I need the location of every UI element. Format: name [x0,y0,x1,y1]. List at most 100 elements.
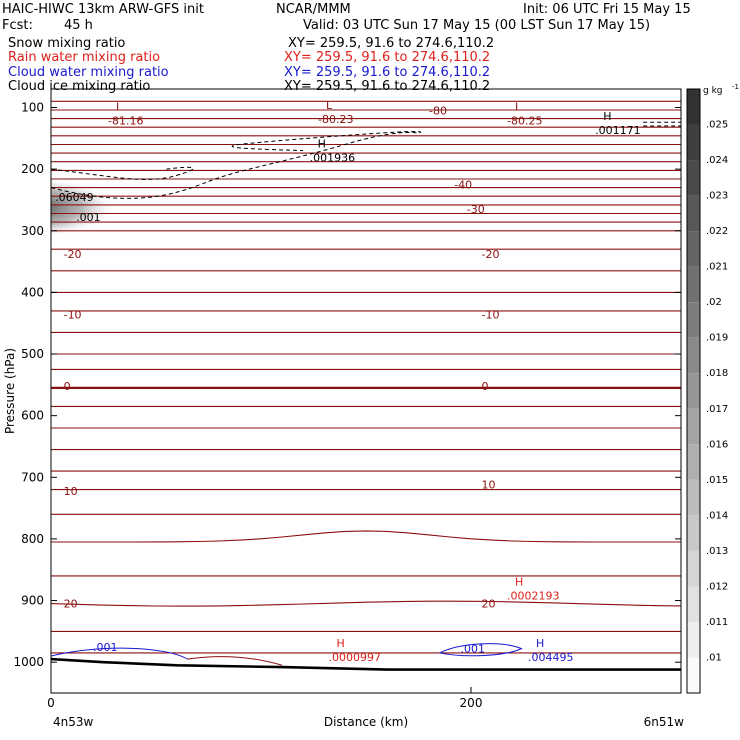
y-tick-label: 1000 [13,655,44,669]
mixing-ratio-contours [51,121,681,666]
header-init: Init: 06 UTC Fri 15 May 15 [523,2,691,17]
extremum-mark-l: L [326,99,333,112]
temperature-contour [51,600,681,607]
colorbar-tick-label: .02 [706,297,722,308]
temperature-label: -10 [64,309,82,322]
colorbar-unit: g kg [703,86,723,96]
x-tick-label: 0 [47,696,55,710]
header-org: NCAR/MMM [276,2,351,17]
contour-value-label: .001 [93,641,118,654]
colorbar-swatch [687,408,700,445]
x-endpoint-right: 6n51w [644,715,685,729]
colorbar-swatch [687,550,700,587]
x-axis-title: Distance (km) [324,715,408,729]
y-tick-label: 200 [21,162,44,176]
header-fcst-label: Fcst: [2,18,33,33]
extremum-value: .001936 [310,152,356,165]
temperature-label: -80 [429,105,447,118]
colorbar-swatch [687,586,700,622]
colorbar-swatch [687,266,700,303]
y-tick-label: 100 [21,100,44,114]
colorbar-tick-label: .017 [706,404,728,415]
plot-frame [50,88,682,694]
terrain-profile [50,657,681,671]
extremum-value: -80.25 [507,115,542,128]
extremum-value: -80.23 [318,113,353,126]
y-tick-label: 500 [21,347,44,361]
x-endpoint-left: 4n53w [53,715,94,729]
colorbar-tick-label: .015 [706,475,728,486]
colorbar-unit-exp: -1 [732,83,739,91]
extremum-mark-h: H [603,110,611,123]
colorbar-tick-label: .025 [706,120,728,131]
field-xy-cloud-ice: XY= 259.5, 91.6 to 274.6,110.2 [284,79,491,94]
field-name-cloud-ice: Cloud ice mixing ratio [8,79,151,94]
colorbar-tick-label: .01 [706,652,722,663]
cloud-water-contour [51,647,188,660]
field-xy-rain: XY= 259.5, 91.6 to 274.6,110.2 [284,50,491,65]
extremum-mark-h: H [536,637,544,650]
terrain-line [50,657,681,671]
y-tick-label: 800 [21,532,44,546]
colorbar-tick-label: .018 [706,368,728,379]
temperature-label: -40 [454,179,472,192]
ice-max-shading [51,181,126,234]
header-title: HAIC-HIWC 13km ARW-GFS init [2,2,204,17]
colorbar-tick-label: .019 [706,333,728,344]
snow-contour [51,131,422,199]
contour-value-label: .001 [76,211,101,224]
y-axis-title: Pressure (hPa) [3,348,17,434]
colorbar-swatch [687,337,700,374]
field-name-snow: Snow mixing ratio [8,36,126,51]
field-name-cloud-water: Cloud water mixing ratio [8,65,169,80]
x-tick-label: 200 [460,696,483,710]
temperature-label: -20 [64,248,82,261]
header-fcst-value: 45 h [64,18,93,33]
colorbar-swatch [687,302,700,338]
temperature-label: -30 [467,203,485,216]
temperature-label: 20 [64,598,78,611]
y-tick-label: 700 [21,470,44,484]
field-xy-snow: XY= 259.5, 91.6 to 274.6,110.2 [288,36,495,51]
extremum-value: -81.16 [108,115,143,128]
colorbar-tick-label: .022 [706,226,728,237]
colorbar-swatch [687,515,700,551]
colorbar-swatch [687,124,700,161]
extremum-mark-h: H [515,575,523,588]
ice-shading [51,181,126,234]
contour-value-label: .001 [461,643,486,656]
colorbar-tick-label: .021 [706,262,728,273]
temperature-label: -10 [482,309,500,322]
colorbar-tick-label: .013 [706,546,728,557]
extremum-value: .0002193 [507,589,560,602]
colorbar-tick-label: .014 [706,510,728,521]
extremum-value: .0000997 [329,651,382,664]
temperature-label: 0 [64,380,71,393]
temperature-contour [51,530,681,543]
field-xy-cloud-water: XY= 259.5, 91.6 to 274.6,110.2 [284,65,491,80]
colorbar-swatch [687,231,700,267]
extremum-mark-h: H [318,138,326,151]
y-tick-label: 900 [21,594,44,608]
colorbar-swatch [687,444,700,480]
colorbar-swatch [687,195,700,232]
colorbar-swatch [687,160,700,196]
cloud-water-contour [439,643,523,657]
temperature-label: 10 [64,485,78,498]
colorbar-tick-label: .011 [706,617,728,628]
header-valid: Valid: 03 UTC Sun 17 May 15 (00 LST Sun … [303,18,651,33]
colorbar-swatch [687,479,700,516]
extremum-mark-h: H [337,637,345,650]
colorbar-swatch [687,373,700,409]
colorbar-swatch [687,89,700,125]
colorbar-tick-label: .016 [706,439,728,450]
ice-contour [51,166,194,180]
temperature-label: -20 [482,248,500,261]
temperature-label: 20 [482,598,496,611]
y-tick-label: 600 [21,409,44,423]
colorbar-swatch [687,657,700,693]
colorbar-tick-label: .024 [706,155,728,166]
